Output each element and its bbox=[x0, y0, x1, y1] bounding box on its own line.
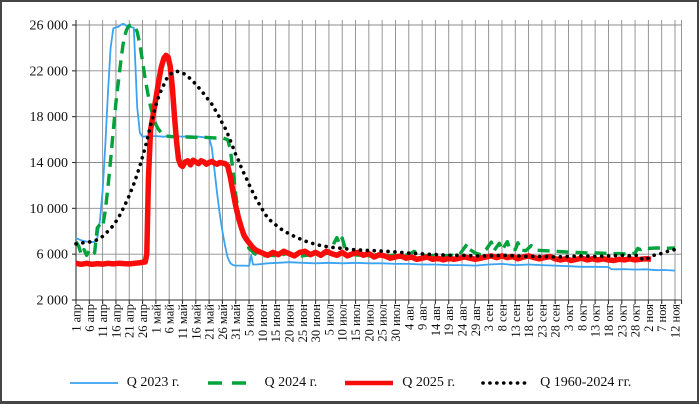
svg-text:30 июл: 30 июл bbox=[389, 304, 403, 342]
svg-text:7 ноя: 7 ноя bbox=[655, 304, 669, 332]
svg-text:30 июн: 30 июн bbox=[309, 304, 323, 343]
legend-item-1: Q 2024 г. bbox=[206, 375, 318, 391]
svg-text:16 апр: 16 апр bbox=[109, 304, 123, 338]
svg-text:3 сен: 3 сен bbox=[482, 304, 496, 332]
svg-text:29 авг: 29 авг bbox=[469, 304, 483, 336]
series-line-2 bbox=[75, 52, 652, 268]
legend-swatch-3 bbox=[481, 381, 533, 385]
svg-text:5 июл: 5 июл bbox=[322, 304, 336, 335]
svg-text:8 сен: 8 сен bbox=[495, 304, 509, 332]
svg-text:11 май: 11 май bbox=[176, 304, 190, 340]
svg-text:28 сен: 28 сен bbox=[549, 304, 563, 338]
svg-text:2 000: 2 000 bbox=[37, 294, 69, 309]
svg-text:10 июл: 10 июл bbox=[336, 304, 350, 342]
svg-text:26 апр: 26 апр bbox=[136, 304, 150, 338]
y-axis-labels: 2 000 6 000 10 000 14 000 18 000 22 000 26 000 bbox=[30, 19, 69, 309]
svg-text:10 000: 10 000 bbox=[30, 202, 69, 217]
svg-text:1 апр: 1 апр bbox=[70, 304, 84, 332]
svg-text:18 окт: 18 окт bbox=[602, 303, 616, 337]
legend-label-1: Q 2024 г. bbox=[264, 375, 318, 390]
svg-text:23 окт: 23 окт bbox=[615, 303, 629, 337]
svg-text:1 май: 1 май bbox=[149, 304, 163, 334]
legend-label-2: Q 2025 г. bbox=[402, 375, 456, 390]
svg-text:20 июн: 20 июн bbox=[282, 304, 296, 343]
svg-text:21 апр: 21 апр bbox=[123, 304, 137, 338]
svg-text:21 май: 21 май bbox=[203, 304, 217, 340]
svg-text:6 000: 6 000 bbox=[37, 248, 69, 263]
svg-text:24 авг: 24 авг bbox=[456, 304, 470, 336]
svg-text:14 000: 14 000 bbox=[30, 156, 69, 171]
svg-text:25 июл: 25 июл bbox=[376, 304, 390, 342]
svg-text:11 апр: 11 апр bbox=[96, 304, 110, 337]
svg-text:25 июн: 25 июн bbox=[296, 304, 310, 343]
discharge-chart-svg: 2 000 6 000 10 000 14 000 18 000 22 000 26 000… bbox=[30, 19, 683, 343]
series-line-3 bbox=[74, 69, 677, 262]
legend-item-3: Q 1960-2024 гг. bbox=[481, 375, 631, 391]
svg-text:4 авг: 4 авг bbox=[402, 304, 416, 330]
svg-text:31 май: 31 май bbox=[229, 304, 243, 340]
series-line-0 bbox=[75, 22, 676, 272]
svg-text:3 окт: 3 окт bbox=[562, 303, 576, 331]
svg-text:10 июн: 10 июн bbox=[256, 304, 270, 343]
svg-text:19 авг: 19 авг bbox=[442, 304, 456, 336]
legend-label-0: Q 2023 г. bbox=[126, 375, 180, 390]
svg-text:8 окт: 8 окт bbox=[575, 303, 589, 331]
svg-text:2 ноя: 2 ноя bbox=[642, 304, 656, 332]
legend-label-3: Q 1960-2024 гг. bbox=[540, 375, 632, 390]
svg-text:13 сен: 13 сен bbox=[509, 304, 523, 338]
svg-text:15 июл: 15 июл bbox=[349, 304, 363, 342]
svg-text:18 сен: 18 сен bbox=[522, 304, 536, 338]
svg-text:5 июн: 5 июн bbox=[243, 304, 257, 336]
svg-text:26 000: 26 000 bbox=[30, 19, 69, 34]
legend-swatch-1 bbox=[207, 381, 256, 385]
svg-text:20 июл: 20 июл bbox=[362, 304, 376, 342]
svg-text:9 авг: 9 авг bbox=[416, 304, 430, 330]
legend-item-2: Q 2025 г. bbox=[343, 375, 455, 391]
svg-text:22 000: 22 000 bbox=[30, 64, 69, 79]
svg-text:13 окт: 13 окт bbox=[589, 303, 603, 337]
svg-text:28 окт: 28 окт bbox=[629, 303, 643, 337]
svg-text:16 май: 16 май bbox=[189, 304, 203, 340]
chart-legend: Q 2023 г. Q 2024 г. Q 2025 г. Q 1960-2024 г… bbox=[2, 368, 697, 398]
svg-text:23 сен: 23 сен bbox=[535, 304, 549, 338]
svg-text:15 июн: 15 июн bbox=[269, 304, 283, 343]
svg-text:14 авг: 14 авг bbox=[429, 304, 443, 336]
svg-text:6 май: 6 май bbox=[163, 304, 177, 334]
x-axis-labels: 1 апр 6 апр 11 апр 16 апр 21 апр 26 апр 1 май 6… bbox=[70, 303, 683, 342]
svg-text:6 апр: 6 апр bbox=[83, 304, 97, 332]
legend-swatch-2 bbox=[345, 380, 394, 386]
legend-swatch-0 bbox=[69, 382, 118, 384]
svg-text:12 ноя: 12 ноя bbox=[669, 304, 683, 338]
svg-text:26 май: 26 май bbox=[216, 304, 230, 340]
legend-item-0: Q 2023 г. bbox=[68, 375, 180, 391]
svg-text:18 000: 18 000 bbox=[30, 110, 69, 125]
axes bbox=[72, 20, 683, 304]
